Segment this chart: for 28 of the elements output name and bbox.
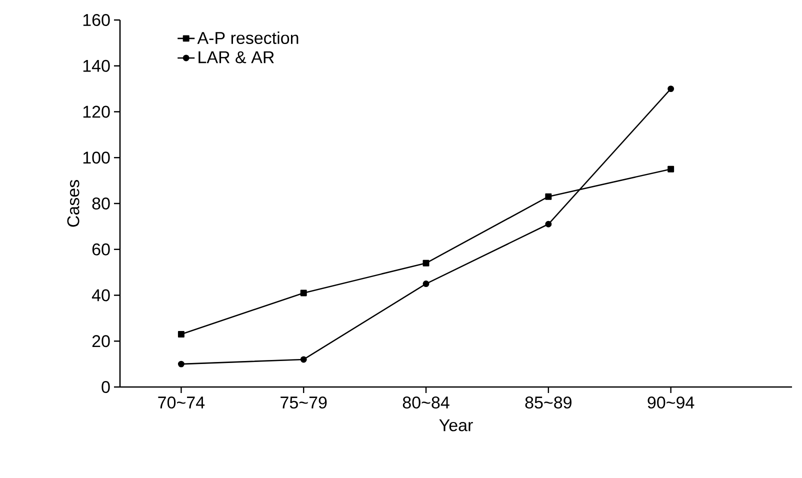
x-tick-label: 90~94	[648, 396, 694, 409]
point	[422, 260, 430, 266]
y-tick-label: 60	[92, 243, 110, 256]
y-tick-label: 40	[92, 289, 110, 302]
point	[178, 331, 184, 338]
x-axis-title: Year	[439, 419, 473, 432]
y-axis-title: Cases	[67, 180, 80, 227]
point	[668, 86, 674, 92]
y-tick-label: 80	[92, 197, 110, 210]
x-tick-label: 70~74	[158, 396, 205, 409]
y-tick-label: 160	[83, 14, 110, 26]
point	[300, 356, 307, 363]
point	[545, 220, 552, 228]
x-tick-label: 80~84	[402, 396, 450, 409]
y-tick-label: 140	[83, 60, 110, 72]
legend-label: LAR & AR	[198, 51, 274, 64]
x-tick-label: 85~89	[525, 396, 572, 409]
point	[668, 166, 674, 172]
point	[422, 280, 430, 288]
point	[300, 290, 307, 296]
y-tick-label: 0	[102, 380, 110, 394]
y-tick-label: 120	[83, 106, 110, 118]
point	[178, 360, 184, 368]
legend-label: A-P resection	[197, 32, 298, 44]
y-tick-label: 20	[92, 335, 110, 348]
point	[545, 193, 552, 200]
y-tick-label: 100	[83, 152, 110, 164]
x-tick-label: 75~79	[280, 396, 327, 409]
